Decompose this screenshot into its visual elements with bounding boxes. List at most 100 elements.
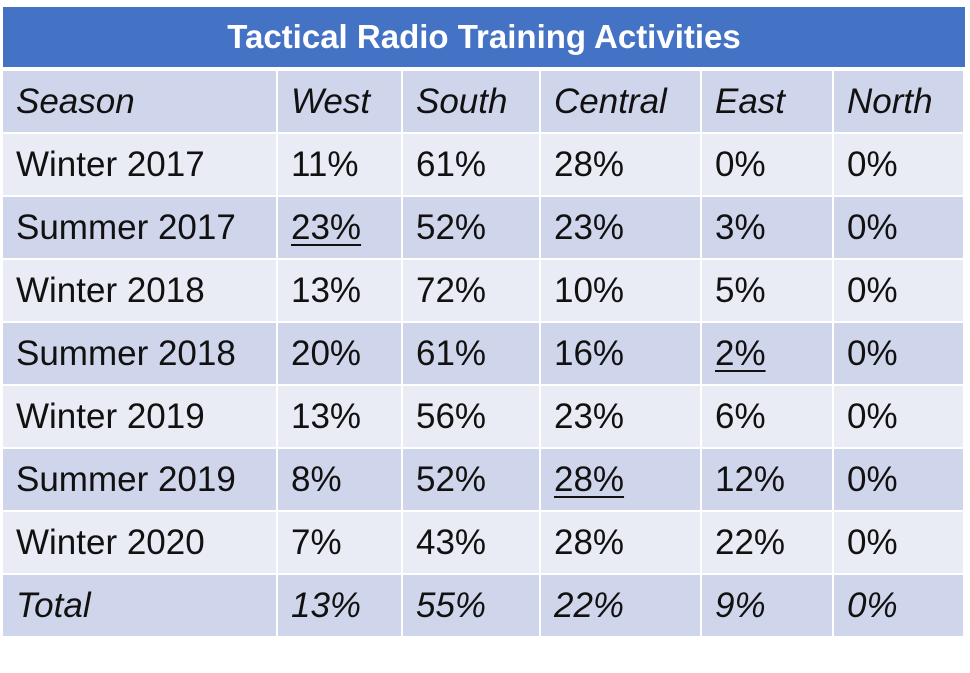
cell-value: 12%	[715, 459, 786, 499]
cell-value: 0%	[847, 585, 898, 625]
value-cell: 0%	[834, 323, 965, 386]
table-row: Winter 2020 7% 43% 28% 22% 0%	[3, 512, 965, 575]
value-cell: 0%	[834, 386, 965, 449]
value-cell: 28%	[541, 512, 702, 575]
value-cell: 9%	[702, 575, 834, 638]
value-cell: 7%	[278, 512, 403, 575]
value-cell: 61%	[403, 134, 541, 197]
value-cell: 0%	[702, 134, 834, 197]
cell-value: 55%	[416, 585, 487, 625]
table-title: Tactical Radio Training Activities	[3, 7, 965, 71]
cell-value: North	[847, 81, 933, 121]
value-cell: 52%	[403, 197, 541, 260]
value-cell: 22%	[541, 575, 702, 638]
cell-value: 0%	[847, 207, 898, 247]
cell-value: 8%	[291, 459, 342, 499]
cell-value: 72%	[416, 270, 487, 310]
cell-value: 52%	[416, 459, 487, 499]
value-cell: 13%	[278, 386, 403, 449]
value-cell: 0%	[834, 197, 965, 260]
cell-value: 52%	[416, 207, 487, 247]
cell-value: 9%	[715, 585, 766, 625]
value-cell: 0%	[834, 575, 965, 638]
value-cell: 0%	[834, 449, 965, 512]
cell-value: 2%	[715, 333, 766, 373]
table-row: Summer 2017 23% 52% 23% 3% 0%	[3, 197, 965, 260]
value-cell: 23%	[278, 197, 403, 260]
value-cell: Central	[541, 71, 702, 134]
value-cell: 5%	[702, 260, 834, 323]
row-label-cell: Winter 2020	[3, 512, 278, 575]
cell-value: 23%	[554, 207, 625, 247]
row-label: Summer 2019	[16, 459, 236, 499]
value-cell: East	[702, 71, 834, 134]
cell-value: 13%	[291, 585, 362, 625]
cell-value: 0%	[847, 333, 898, 373]
value-cell: 22%	[702, 512, 834, 575]
value-cell: 61%	[403, 323, 541, 386]
cell-value: East	[715, 81, 786, 121]
value-cell: 3%	[702, 197, 834, 260]
value-cell: 56%	[403, 386, 541, 449]
row-label-cell: Summer 2018	[3, 323, 278, 386]
row-label-cell: Winter 2019	[3, 386, 278, 449]
value-cell: 0%	[834, 512, 965, 575]
row-label: Total	[16, 585, 91, 625]
table-row: Summer 2018 20% 61% 16% 2% 0%	[3, 323, 965, 386]
value-cell: 10%	[541, 260, 702, 323]
cell-value: 13%	[291, 270, 362, 310]
value-cell: 72%	[403, 260, 541, 323]
value-cell: 13%	[278, 575, 403, 638]
data-table-container: Tactical Radio Training Activities Seaso…	[3, 7, 965, 638]
cell-value: West	[291, 81, 371, 121]
cell-value: 61%	[416, 333, 487, 373]
cell-value: 13%	[291, 396, 362, 436]
total-row: Total 13% 55% 22% 9% 0%	[3, 575, 965, 638]
cell-value: 56%	[416, 396, 487, 436]
cell-value: 61%	[416, 144, 487, 184]
cell-value: 0%	[847, 270, 898, 310]
value-cell: 23%	[541, 386, 702, 449]
cell-value: 0%	[847, 522, 898, 562]
cell-value: 23%	[554, 396, 625, 436]
value-cell: 28%	[541, 449, 702, 512]
value-cell: 52%	[403, 449, 541, 512]
cell-value: 0%	[847, 144, 898, 184]
cell-value: 28%	[554, 144, 625, 184]
cell-value: 28%	[554, 459, 625, 499]
cell-value: 22%	[715, 522, 786, 562]
table-row: Winter 2018 13% 72% 10% 5% 0%	[3, 260, 965, 323]
header-row: Season West South Central East North	[3, 71, 965, 134]
cell-value: 23%	[291, 207, 362, 247]
value-cell: West	[278, 71, 403, 134]
row-label: Season	[16, 81, 135, 121]
row-label-cell: Summer 2019	[3, 449, 278, 512]
value-cell: 8%	[278, 449, 403, 512]
cell-value: 6%	[715, 396, 766, 436]
row-label-cell: Summer 2017	[3, 197, 278, 260]
row-label: Winter 2020	[16, 522, 205, 562]
row-label: Winter 2018	[16, 270, 205, 310]
row-label: Winter 2019	[16, 396, 205, 436]
cell-value: 0%	[847, 459, 898, 499]
cell-value: Central	[554, 81, 667, 121]
cell-value: 0%	[847, 396, 898, 436]
value-cell: 13%	[278, 260, 403, 323]
row-label: Winter 2017	[16, 144, 205, 184]
value-cell: 12%	[702, 449, 834, 512]
table-row: Winter 2017 11% 61% 28% 0% 0%	[3, 134, 965, 197]
value-cell: 0%	[834, 134, 965, 197]
cell-value: 3%	[715, 207, 766, 247]
value-cell: 6%	[702, 386, 834, 449]
cell-value: 0%	[715, 144, 766, 184]
value-cell: 0%	[834, 260, 965, 323]
row-label: Summer 2017	[16, 207, 236, 247]
cell-value: 10%	[554, 270, 625, 310]
value-cell: 55%	[403, 575, 541, 638]
row-label: Summer 2018	[16, 333, 236, 373]
row-label-cell: Winter 2018	[3, 260, 278, 323]
table-row: Summer 2019 8% 52% 28% 12% 0%	[3, 449, 965, 512]
cell-value: 43%	[416, 522, 487, 562]
value-cell: North	[834, 71, 965, 134]
value-cell: 43%	[403, 512, 541, 575]
